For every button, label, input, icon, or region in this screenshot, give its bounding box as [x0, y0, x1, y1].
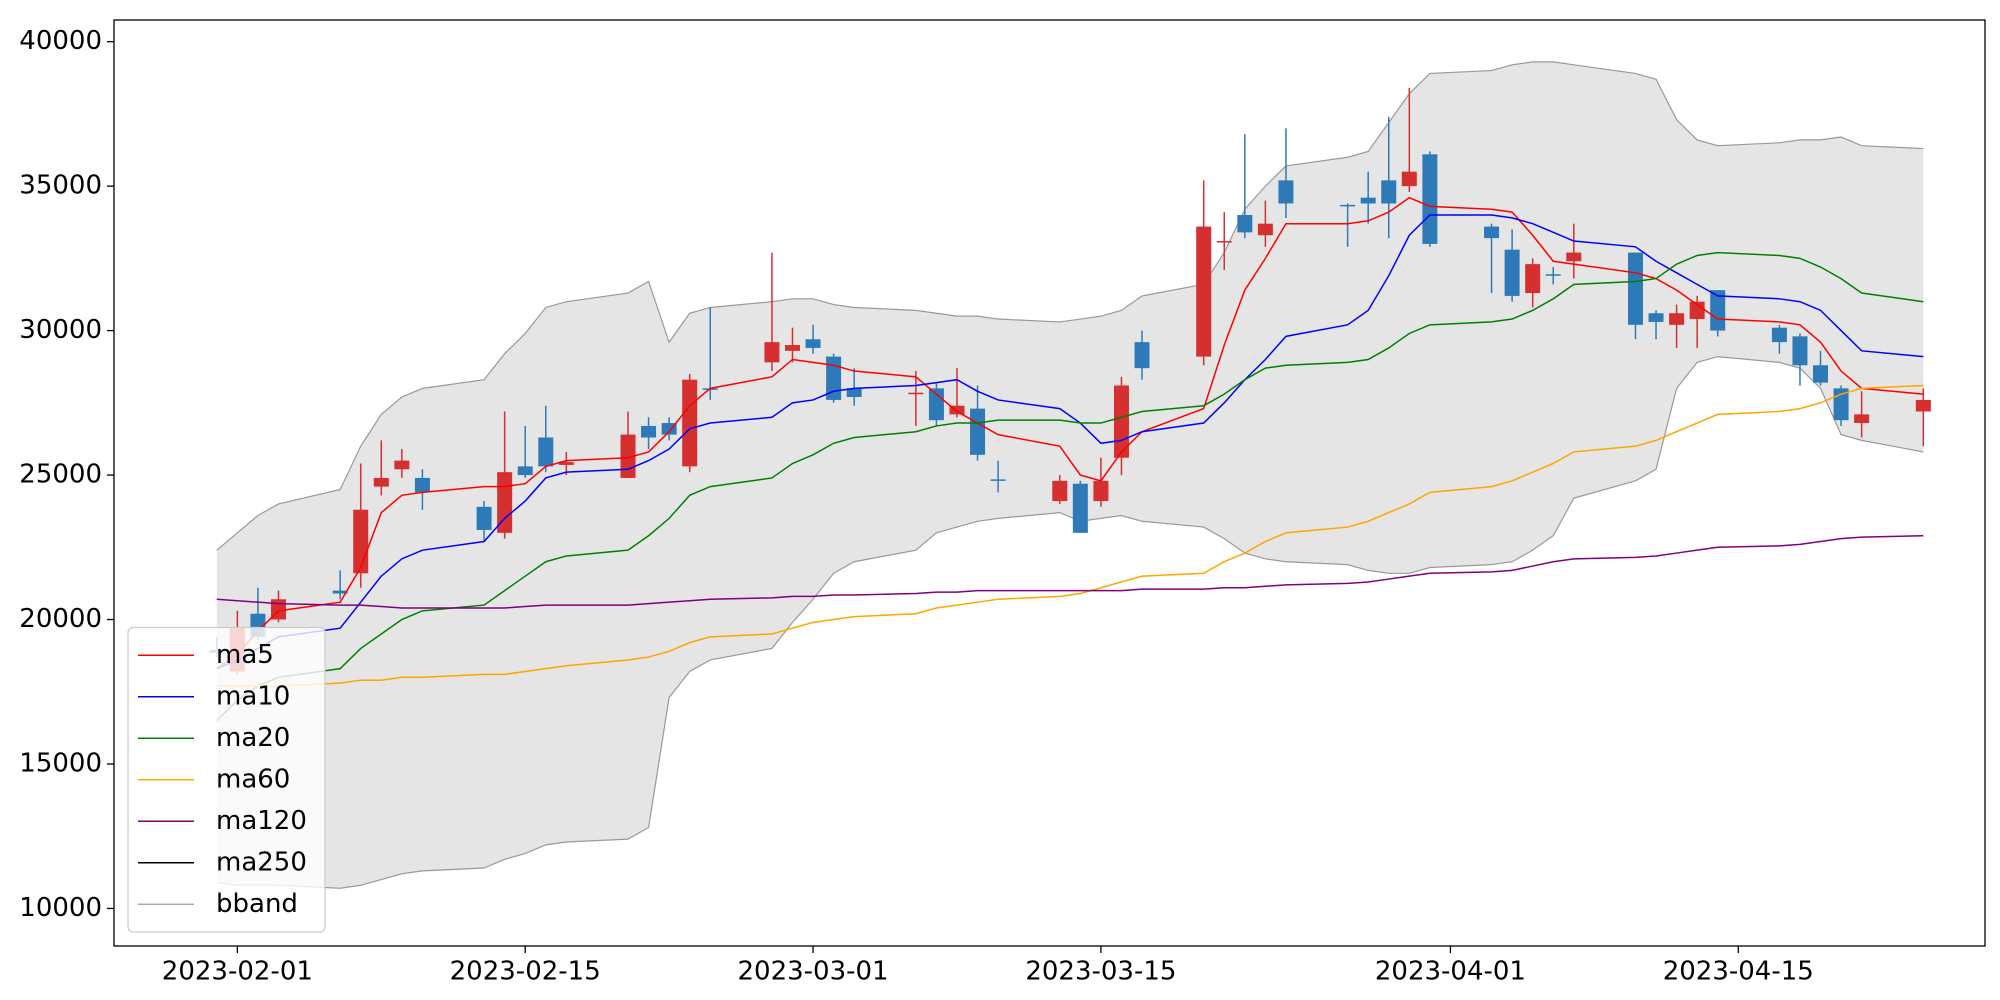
candle-body	[1504, 249, 1520, 296]
candle-body	[414, 477, 430, 493]
candle-body	[784, 345, 800, 351]
x-tick-label: 2023-04-01	[1375, 957, 1526, 987]
candle-body	[1915, 399, 1931, 412]
candle-body	[1113, 385, 1129, 458]
y-tick-label: 30000	[19, 315, 102, 345]
candle-body	[517, 466, 533, 476]
candle-body	[1216, 241, 1232, 243]
legend-label: ma10	[216, 681, 290, 711]
x-tick-label: 2023-02-15	[450, 957, 601, 987]
plot-frame	[113, 19, 1986, 947]
candle-body	[990, 479, 1006, 481]
legend-label: ma250	[216, 847, 307, 877]
y-tick-label: 40000	[19, 26, 102, 56]
candle-body	[1052, 480, 1068, 502]
legend-label: ma5	[216, 640, 274, 670]
candle-body	[332, 590, 348, 594]
candle-body	[764, 342, 780, 363]
candle-body	[1278, 180, 1294, 204]
y-tick-label: 25000	[19, 460, 102, 490]
candle-body	[949, 405, 965, 415]
candle-body	[1072, 483, 1088, 533]
candle-body	[1401, 171, 1417, 187]
candle-body	[1525, 264, 1541, 294]
x-tick-label: 2023-03-01	[738, 957, 889, 987]
legend-label: ma20	[216, 723, 290, 753]
candle-body	[1340, 204, 1356, 207]
legend-label: ma120	[216, 806, 307, 836]
candle-body	[1689, 301, 1705, 320]
candle-body	[394, 460, 410, 470]
x-tick-label: 2023-03-15	[1025, 957, 1176, 987]
candle-body	[641, 425, 657, 438]
candle-body	[1196, 226, 1212, 357]
candle-body	[1545, 274, 1561, 276]
candle-body	[805, 339, 821, 348]
x-tick-label: 2023-02-01	[162, 957, 313, 987]
candle-body	[373, 477, 389, 487]
ma-line	[216, 384, 1924, 687]
bband-upper	[216, 61, 1924, 551]
candle-body	[1669, 313, 1685, 325]
legend-label: bband	[216, 889, 298, 919]
candle-body	[1566, 252, 1582, 262]
candle-body	[1422, 154, 1438, 244]
candle-body	[1484, 226, 1500, 239]
y-tick-label: 10000	[19, 893, 102, 923]
candle-body	[1237, 215, 1253, 233]
candle-body	[1710, 290, 1726, 331]
candle-body	[1134, 342, 1150, 369]
candle-body	[1648, 313, 1664, 322]
candle-body	[970, 408, 986, 455]
candle-body	[846, 388, 862, 398]
legend-box	[127, 626, 326, 933]
bband-area	[216, 61, 1924, 889]
ma-line	[216, 534, 1924, 609]
bband-lower	[216, 355, 1924, 889]
candle-body	[1771, 327, 1787, 343]
ma-line	[216, 214, 1924, 670]
candle-body	[908, 392, 924, 395]
candle-body	[1093, 480, 1109, 502]
candle-body	[661, 423, 677, 435]
candle-body	[353, 509, 369, 574]
y-tick-label: 20000	[19, 604, 102, 634]
candle-body	[1360, 197, 1376, 204]
candle-body	[1627, 252, 1643, 325]
y-tick-label: 35000	[19, 171, 102, 201]
y-tick-label: 15000	[19, 748, 102, 778]
candle-body	[476, 506, 492, 530]
candle-body	[558, 462, 574, 465]
ma-line	[216, 196, 1924, 670]
candle-body	[1854, 414, 1870, 424]
candle-body	[1813, 365, 1829, 383]
x-tick-label: 2023-04-15	[1663, 957, 1814, 987]
legend-label: ma60	[216, 764, 290, 794]
candle-body	[928, 388, 944, 421]
candle-body	[682, 379, 698, 467]
candle-body	[538, 437, 554, 467]
ma-line	[216, 251, 1924, 722]
candle-body	[826, 356, 842, 400]
candle-body	[1792, 336, 1808, 366]
candle-body	[1257, 223, 1273, 236]
candle-body	[1381, 180, 1397, 204]
